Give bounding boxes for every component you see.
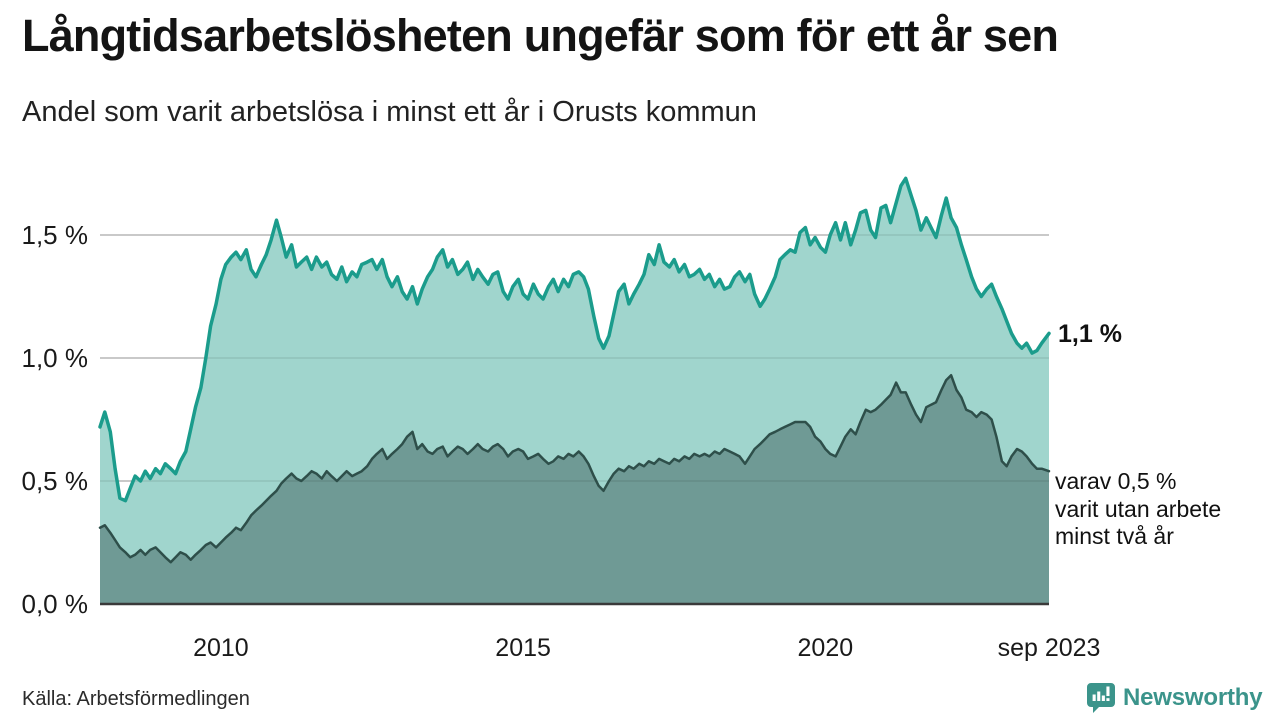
x-tick-label: 2020 bbox=[798, 634, 854, 662]
line-series-2 bbox=[98, 373, 1051, 564]
page-subtitle: Andel som varit arbetslösa i minst ett å… bbox=[22, 96, 757, 128]
y-tick-label: 1,5 % bbox=[22, 220, 89, 250]
newsworthy-brand: Newsworthy bbox=[1086, 682, 1263, 714]
line-series-1 bbox=[98, 176, 1051, 503]
series2-end-value-label: varav 0,5 % varit utan arbete minst två … bbox=[1055, 468, 1222, 549]
x-tick-label: sep 2023 bbox=[998, 634, 1101, 662]
y-tick-label: 0,5 % bbox=[22, 466, 89, 496]
series1-end-value-label: 1,1 % bbox=[1058, 320, 1122, 348]
newsworthy-brand-name: Newsworthy bbox=[1123, 684, 1263, 711]
y-tick-label: 0,0 % bbox=[22, 589, 89, 619]
source-attribution: Källa: Arbetsförmedlingen bbox=[22, 688, 250, 710]
y-tick-label: 1,0 % bbox=[22, 343, 89, 373]
newsworthy-speech-bubble-chart-icon bbox=[1087, 683, 1115, 713]
page-title: Långtidsarbetslösheten ungefär som för e… bbox=[22, 10, 1059, 61]
x-tick-label: 2015 bbox=[495, 634, 551, 662]
x-tick-label: 2010 bbox=[193, 634, 249, 662]
